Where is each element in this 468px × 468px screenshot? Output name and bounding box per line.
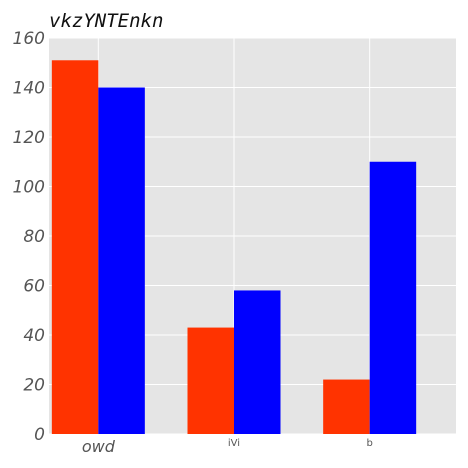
y-tick-label: 20 <box>23 376 45 396</box>
x-axis-ticks: owd iVi b <box>82 437 373 456</box>
y-tick-label: 120 <box>13 128 45 148</box>
y-tick-label: 80 <box>23 227 45 247</box>
y-tick-label: 0 <box>34 425 45 445</box>
x-tick-label: b <box>366 438 372 449</box>
bar-series-1-owd <box>51 60 99 435</box>
bar-series-1-iVi <box>187 327 234 434</box>
bar-series-2-b <box>369 161 417 434</box>
y-tick-label: 60 <box>23 277 45 297</box>
bar-series-2-iVi <box>234 290 281 434</box>
y-tick-label: 160 <box>13 29 45 49</box>
x-tick-label: owd <box>82 437 116 456</box>
y-tick-label: 40 <box>23 326 45 346</box>
chart-title: vkzYNTEnkn <box>49 10 163 32</box>
bar-series-2-owd <box>98 87 145 434</box>
x-tick-label: iVi <box>228 438 240 449</box>
bars <box>51 60 417 435</box>
y-tick-label: 140 <box>13 79 45 99</box>
y-tick-label: 100 <box>13 178 45 198</box>
y-axis-ticks: 0 20 40 60 80 100 120 140 160 <box>13 29 45 445</box>
bar-series-1-b <box>323 379 370 434</box>
